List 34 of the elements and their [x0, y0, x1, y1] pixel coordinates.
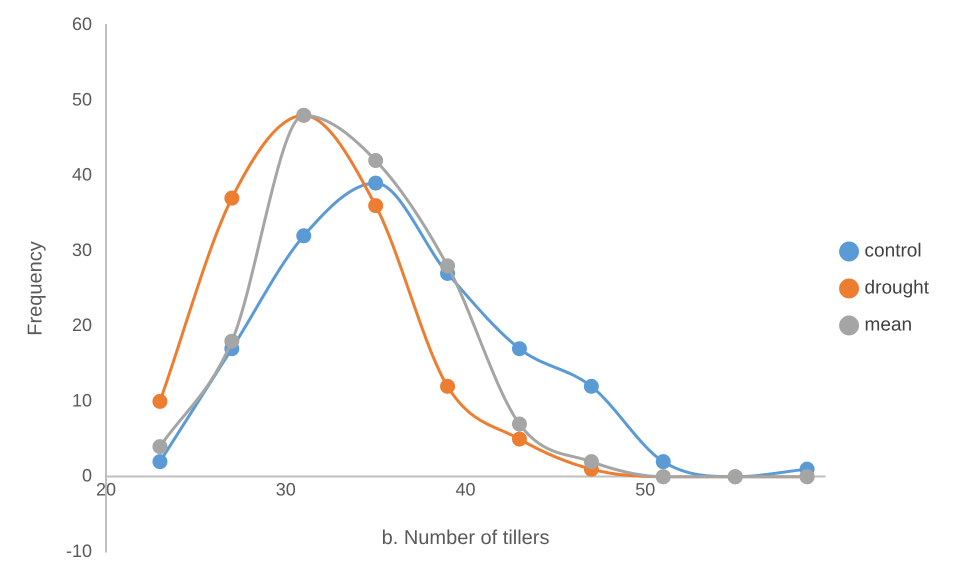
point — [296, 228, 312, 244]
point — [152, 439, 168, 454]
point — [512, 432, 527, 447]
point — [440, 378, 456, 394]
point — [224, 334, 240, 349]
point — [512, 341, 527, 356]
y-tick-label: 20 — [72, 315, 92, 336]
y-tick-label: 0 — [82, 466, 92, 486]
point — [368, 153, 384, 168]
point — [584, 454, 599, 470]
legend-label: drought — [864, 278, 930, 299]
y-tick-label: 50 — [72, 89, 92, 110]
point — [512, 416, 527, 432]
point — [224, 190, 240, 206]
point — [584, 378, 599, 394]
y-tick-label: 40 — [72, 164, 92, 185]
y-axis-title: Frequency — [24, 241, 47, 336]
point — [368, 198, 384, 214]
y-tick-label: 30 — [72, 240, 92, 260]
x-tick-label: 50 — [635, 479, 656, 500]
legend-label: control — [864, 240, 922, 262]
x-tick-label: 30 — [276, 479, 296, 500]
point — [152, 454, 168, 470]
x-tick-label: 40 — [456, 479, 476, 500]
point — [440, 258, 456, 274]
x-tick-label: 20 — [96, 479, 116, 500]
y-tick-label: -10 — [66, 540, 92, 561]
point — [152, 394, 168, 409]
point — [368, 176, 384, 191]
y-tick-label: 60 — [72, 14, 92, 34]
y-tick-label: 10 — [72, 390, 92, 410]
legend-label: mean — [864, 314, 912, 336]
point — [656, 454, 671, 470]
x-axis-title: b. Number of tillers — [382, 526, 550, 549]
